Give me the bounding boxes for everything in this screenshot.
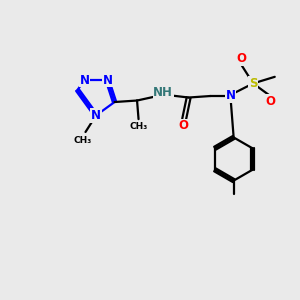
Text: S: S — [249, 77, 257, 90]
Text: N: N — [226, 89, 236, 102]
Text: O: O — [265, 95, 275, 108]
Text: O: O — [237, 52, 247, 65]
Text: N: N — [80, 74, 89, 87]
Text: N: N — [103, 74, 112, 87]
Text: NH: NH — [153, 86, 173, 99]
Text: N: N — [91, 109, 101, 122]
Text: CH₃: CH₃ — [129, 122, 148, 131]
Text: CH₃: CH₃ — [74, 136, 92, 145]
Text: O: O — [178, 119, 188, 132]
